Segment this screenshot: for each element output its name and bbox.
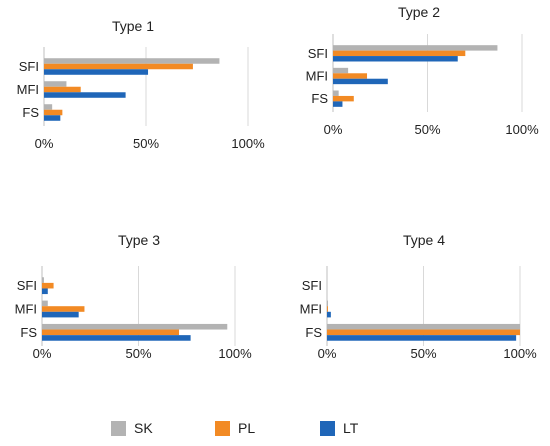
- x-tick-label: 0%: [35, 136, 54, 151]
- y-tick-label: SFI: [19, 59, 39, 74]
- x-tick-label: 100%: [505, 122, 539, 137]
- y-tick-label: FS: [305, 325, 322, 340]
- y-tick-label: SFI: [308, 46, 328, 61]
- chart-title: Type 2: [398, 4, 440, 20]
- chart-title: Type 1: [112, 18, 154, 34]
- y-tick-label: SFI: [17, 278, 37, 293]
- bar-pl-fs: [333, 95, 354, 102]
- bar-sk-sfi: [333, 45, 498, 51]
- bar-lt-sfi: [44, 69, 149, 75]
- chart-title: Type 3: [118, 232, 160, 248]
- bar-sk-fs: [327, 323, 520, 330]
- bar-sk-fs: [44, 104, 53, 110]
- bar-pl-sfi: [42, 282, 54, 289]
- bar-lt-mfi: [333, 78, 388, 85]
- legend-item-lt: LT: [320, 420, 358, 436]
- bar-lt-sfi: [333, 56, 458, 62]
- chart-panel-2: Type 2 0% 50% 100% SFI MFI FS: [306, 4, 539, 137]
- legend-item-sk: SK: [111, 420, 153, 436]
- legend-label-sk: SK: [134, 420, 153, 436]
- bar-pl-fs: [327, 329, 520, 336]
- bar-lt-sfi: [42, 288, 48, 295]
- bar-lt-fs: [333, 101, 343, 107]
- y-tick-label: MFI: [17, 82, 39, 97]
- y-tick-label: MFI: [300, 302, 322, 317]
- bar-lt-mfi: [42, 311, 79, 318]
- y-tick-label: MFI: [15, 302, 37, 317]
- legend-label-lt: LT: [343, 420, 359, 436]
- legend: SK PL LT: [0, 420, 550, 444]
- bar-sk-sfi: [42, 277, 44, 283]
- bar-lt-fs: [44, 115, 61, 121]
- bar-pl-mfi: [327, 306, 328, 312]
- bar-sk-mfi: [44, 81, 67, 87]
- bar-lt-fs: [327, 335, 517, 341]
- y-tick-label: FS: [20, 325, 37, 340]
- x-tick-label: 50%: [410, 346, 436, 361]
- x-tick-label: 0%: [318, 346, 337, 361]
- y-tick-label: FS: [22, 105, 39, 120]
- legend-swatch-pl: [215, 420, 230, 436]
- y-tick-label: SFI: [302, 278, 322, 293]
- x-tick-label: 50%: [133, 136, 159, 151]
- x-tick-label: 50%: [414, 122, 440, 137]
- x-tick-label: 100%: [503, 346, 537, 361]
- y-tick-label: MFI: [306, 69, 328, 84]
- bar-lt-mfi: [327, 311, 331, 318]
- chart-panel-4: Type 4 0% 50% 100% SFI MFI FS: [300, 232, 537, 361]
- x-tick-label: 0%: [324, 122, 343, 137]
- legend-swatch-sk: [111, 420, 126, 436]
- bar-pl-mfi: [42, 306, 85, 312]
- legend-swatch-lt: [320, 420, 335, 436]
- x-tick-label: 100%: [218, 346, 252, 361]
- bar-sk-mfi: [333, 67, 349, 74]
- bar-pl-mfi: [333, 73, 368, 79]
- chart-panel-1: Type 1 0% 50% 100% SFI MFI FS: [17, 18, 265, 151]
- x-tick-label: 50%: [125, 346, 151, 361]
- bar-pl-sfi: [44, 63, 193, 70]
- chart-panel-3: Type 3 0% 50% 100% SFI MFI FS: [15, 232, 252, 361]
- legend-item-pl: PL: [215, 420, 255, 436]
- y-tick-label: FS: [311, 91, 328, 106]
- x-tick-label: 100%: [231, 136, 265, 151]
- bar-sk-mfi: [42, 300, 48, 307]
- bar-lt-fs: [42, 335, 191, 341]
- bar-pl-fs: [42, 329, 180, 336]
- bar-pl-sfi: [333, 50, 466, 57]
- bar-sk-sfi: [44, 58, 220, 64]
- bar-sk-fs: [42, 323, 228, 330]
- bar-sk-fs: [333, 90, 339, 96]
- bar-sk-mfi: [327, 300, 328, 307]
- x-tick-label: 0%: [33, 346, 52, 361]
- legend-label-pl: PL: [238, 420, 256, 436]
- chart-title: Type 4: [403, 232, 445, 248]
- bar-pl-fs: [44, 109, 63, 116]
- bar-pl-mfi: [44, 86, 81, 93]
- bar-lt-mfi: [44, 92, 126, 98]
